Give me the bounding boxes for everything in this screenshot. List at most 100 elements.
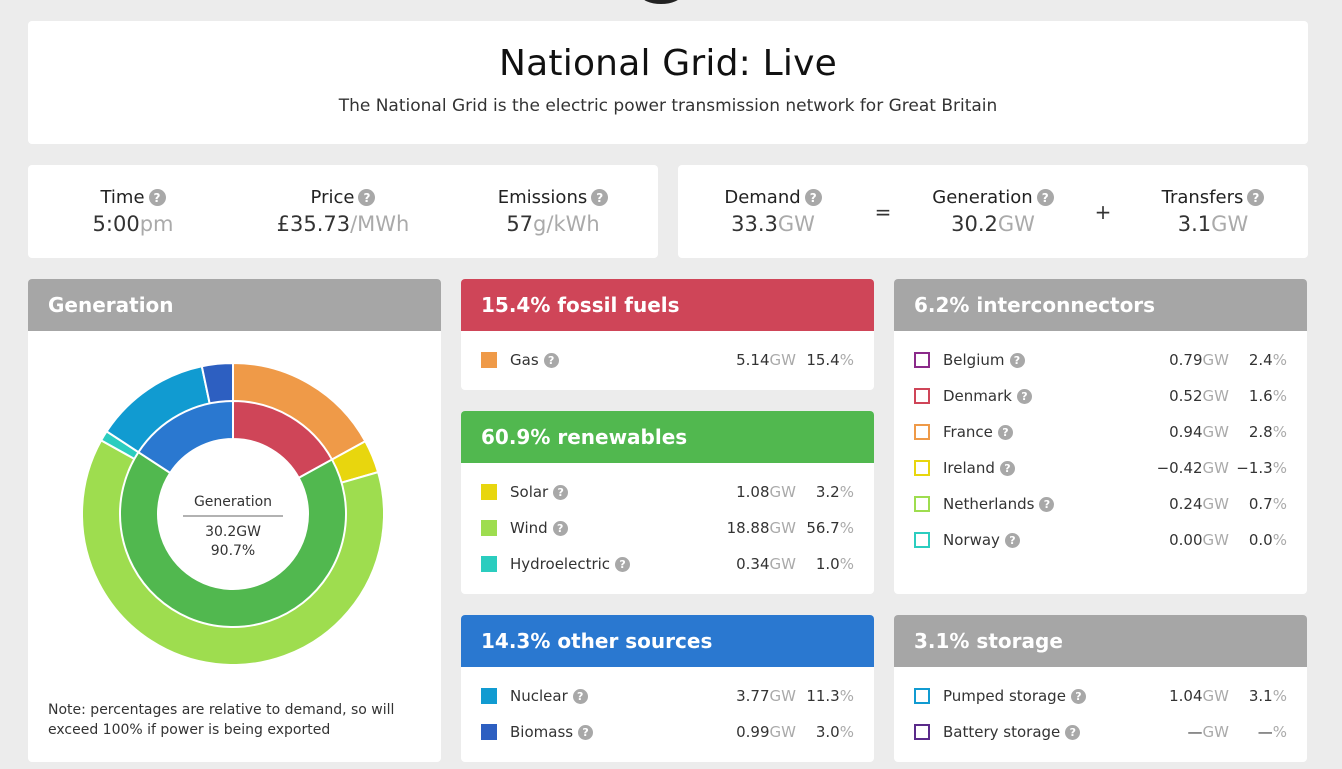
help-icon[interactable]: ? [615, 556, 631, 572]
battery-storage-pct-value: — [1257, 723, 1273, 741]
summary-card-time-price-emissions: Time? 5:00pm Price? £35.73/MWh Emissions… [28, 165, 658, 258]
help-icon[interactable]: ? [999, 460, 1015, 476]
ireland-label: Ireland [943, 459, 995, 477]
france-gw-value: 0.94 [1169, 423, 1203, 441]
pct-unit: % [1272, 531, 1287, 549]
gas-pct-value: 15.4 [806, 351, 840, 369]
help-icon[interactable]: ? [1009, 352, 1025, 368]
denmark-gw-value: 0.52 [1169, 387, 1203, 405]
help-icon[interactable]: ? [148, 189, 166, 206]
help-icon[interactable]: ? [997, 424, 1013, 440]
pct-unit: % [1272, 687, 1287, 705]
denmark-gw: 0.52GW [1119, 387, 1229, 405]
pumped-storage-label: Pumped storage [943, 687, 1066, 705]
belgium-pct-value: 2.4 [1248, 351, 1273, 369]
gw-unit: GW [769, 483, 796, 501]
solar-label: Solar [510, 483, 549, 501]
row-norway: Norway? 0.00GW 0.0% [894, 522, 1307, 558]
row-name-group: Denmark? [914, 387, 1119, 405]
stat-time-unit: pm [139, 212, 174, 236]
help-icon[interactable]: ? [1065, 724, 1081, 740]
help-icon[interactable]: ? [591, 189, 609, 206]
help-icon[interactable]: ? [1039, 496, 1055, 512]
pct-unit: % [1272, 459, 1287, 477]
row-name-group: Belgium? [914, 351, 1119, 369]
stat-emissions-label: Emissions [497, 187, 588, 208]
biomass-swatch [481, 724, 497, 740]
row-gas: Gas? 5.14GW 15.4% [461, 342, 874, 378]
pct-unit: % [839, 723, 854, 741]
wind-pct-value: 56.7 [806, 519, 840, 537]
help-icon[interactable]: ? [1070, 688, 1086, 704]
stat-generation-label: Generation [932, 187, 1033, 208]
gas-label: Gas [510, 351, 539, 369]
row-pumped-storage: Pumped storage? 1.04GW 3.1% [894, 678, 1307, 714]
france-label: France [943, 423, 993, 441]
belgium-swatch [914, 352, 930, 368]
biomass-pct: 3.0% [796, 723, 854, 741]
renewables-title: 60.9% renewables [461, 411, 874, 463]
row-france: France? 0.94GW 2.8% [894, 414, 1307, 450]
battery-storage-gw: —GW [1119, 723, 1229, 741]
battery-storage-pct: —% [1229, 723, 1287, 741]
help-icon[interactable]: ? [1016, 388, 1032, 404]
nuclear-gw: 3.77GW [686, 687, 796, 705]
row-name-group: Netherlands? [914, 495, 1119, 513]
ireland-gw-value: −0.42 [1156, 459, 1203, 477]
help-icon[interactable]: ? [804, 189, 822, 206]
equals-sign: = [874, 199, 892, 224]
pct-unit: % [839, 519, 854, 537]
row-hydroelectric: Hydroelectric? 0.34GW 1.0% [461, 546, 874, 582]
stat-price: Price? £35.73/MWh [238, 187, 448, 236]
stat-transfers-value: 3.1 [1177, 212, 1212, 236]
logo-fragment [641, 0, 681, 4]
help-icon[interactable]: ? [358, 189, 376, 206]
inner-ring-segment-other-sources[interactable] [137, 399, 234, 475]
netherlands-pct-value: 0.7 [1248, 495, 1273, 513]
norway-swatch [914, 532, 930, 548]
netherlands-gw: 0.24GW [1119, 495, 1229, 513]
pumped-storage-pct: 3.1% [1229, 687, 1287, 705]
help-icon[interactable]: ? [553, 484, 569, 500]
hydroelectric-gw-value: 0.34 [736, 555, 770, 573]
help-icon[interactable]: ? [572, 688, 588, 704]
gas-pct: 15.4% [796, 351, 854, 369]
ireland-gw: −0.42GW [1119, 459, 1229, 477]
row-wind: Wind? 18.88GW 56.7% [461, 510, 874, 546]
help-icon[interactable]: ? [1004, 532, 1020, 548]
row-belgium: Belgium? 0.79GW 2.4% [894, 342, 1307, 378]
solar-gw-value: 1.08 [736, 483, 770, 501]
stat-transfers-unit: GW [1211, 212, 1249, 236]
stat-demand-unit: GW [777, 212, 815, 236]
gas-gw-value: 5.14 [736, 351, 770, 369]
help-icon[interactable]: ? [543, 352, 559, 368]
netherlands-pct: 0.7% [1229, 495, 1287, 513]
stat-price-value: £35.73 [276, 212, 351, 236]
pumped-storage-gw: 1.04GW [1119, 687, 1229, 705]
wind-gw: 18.88GW [686, 519, 796, 537]
netherlands-gw-value: 0.24 [1169, 495, 1203, 513]
page-subtitle: The National Grid is the electric power … [338, 96, 998, 116]
gw-unit: GW [769, 723, 796, 741]
stat-emissions-unit: g/kWh [533, 212, 600, 236]
stat-emissions-value: 57 [506, 212, 534, 236]
help-icon[interactable]: ? [1247, 189, 1265, 206]
interconnectors-title: 6.2% interconnectors [894, 279, 1307, 331]
interconnectors-panel: 6.2% interconnectors Belgium? 0.79GW 2.4% D… [894, 279, 1307, 594]
inner-ring-segment-renewables[interactable] [119, 450, 347, 628]
help-icon[interactable]: ? [1036, 189, 1054, 206]
gw-unit: GW [1202, 531, 1229, 549]
generation-panel-title: Generation [28, 279, 441, 331]
help-icon[interactable]: ? [552, 520, 568, 536]
norway-gw: 0.00GW [1119, 531, 1229, 549]
biomass-gw: 0.99GW [686, 723, 796, 741]
page-title: National Grid: Live [499, 43, 837, 84]
help-icon[interactable]: ? [578, 724, 594, 740]
summary-card-demand: Demand? 33.3GW = Generation? 30.2GW + Tr… [678, 165, 1308, 258]
stat-price-unit: /MWh [350, 212, 410, 236]
solar-swatch [481, 484, 497, 500]
norway-gw-value: 0.00 [1169, 531, 1203, 549]
donut-center-label: Generation [194, 494, 272, 510]
gw-unit: GW [1202, 459, 1229, 477]
row-biomass: Biomass? 0.99GW 3.0% [461, 714, 874, 750]
